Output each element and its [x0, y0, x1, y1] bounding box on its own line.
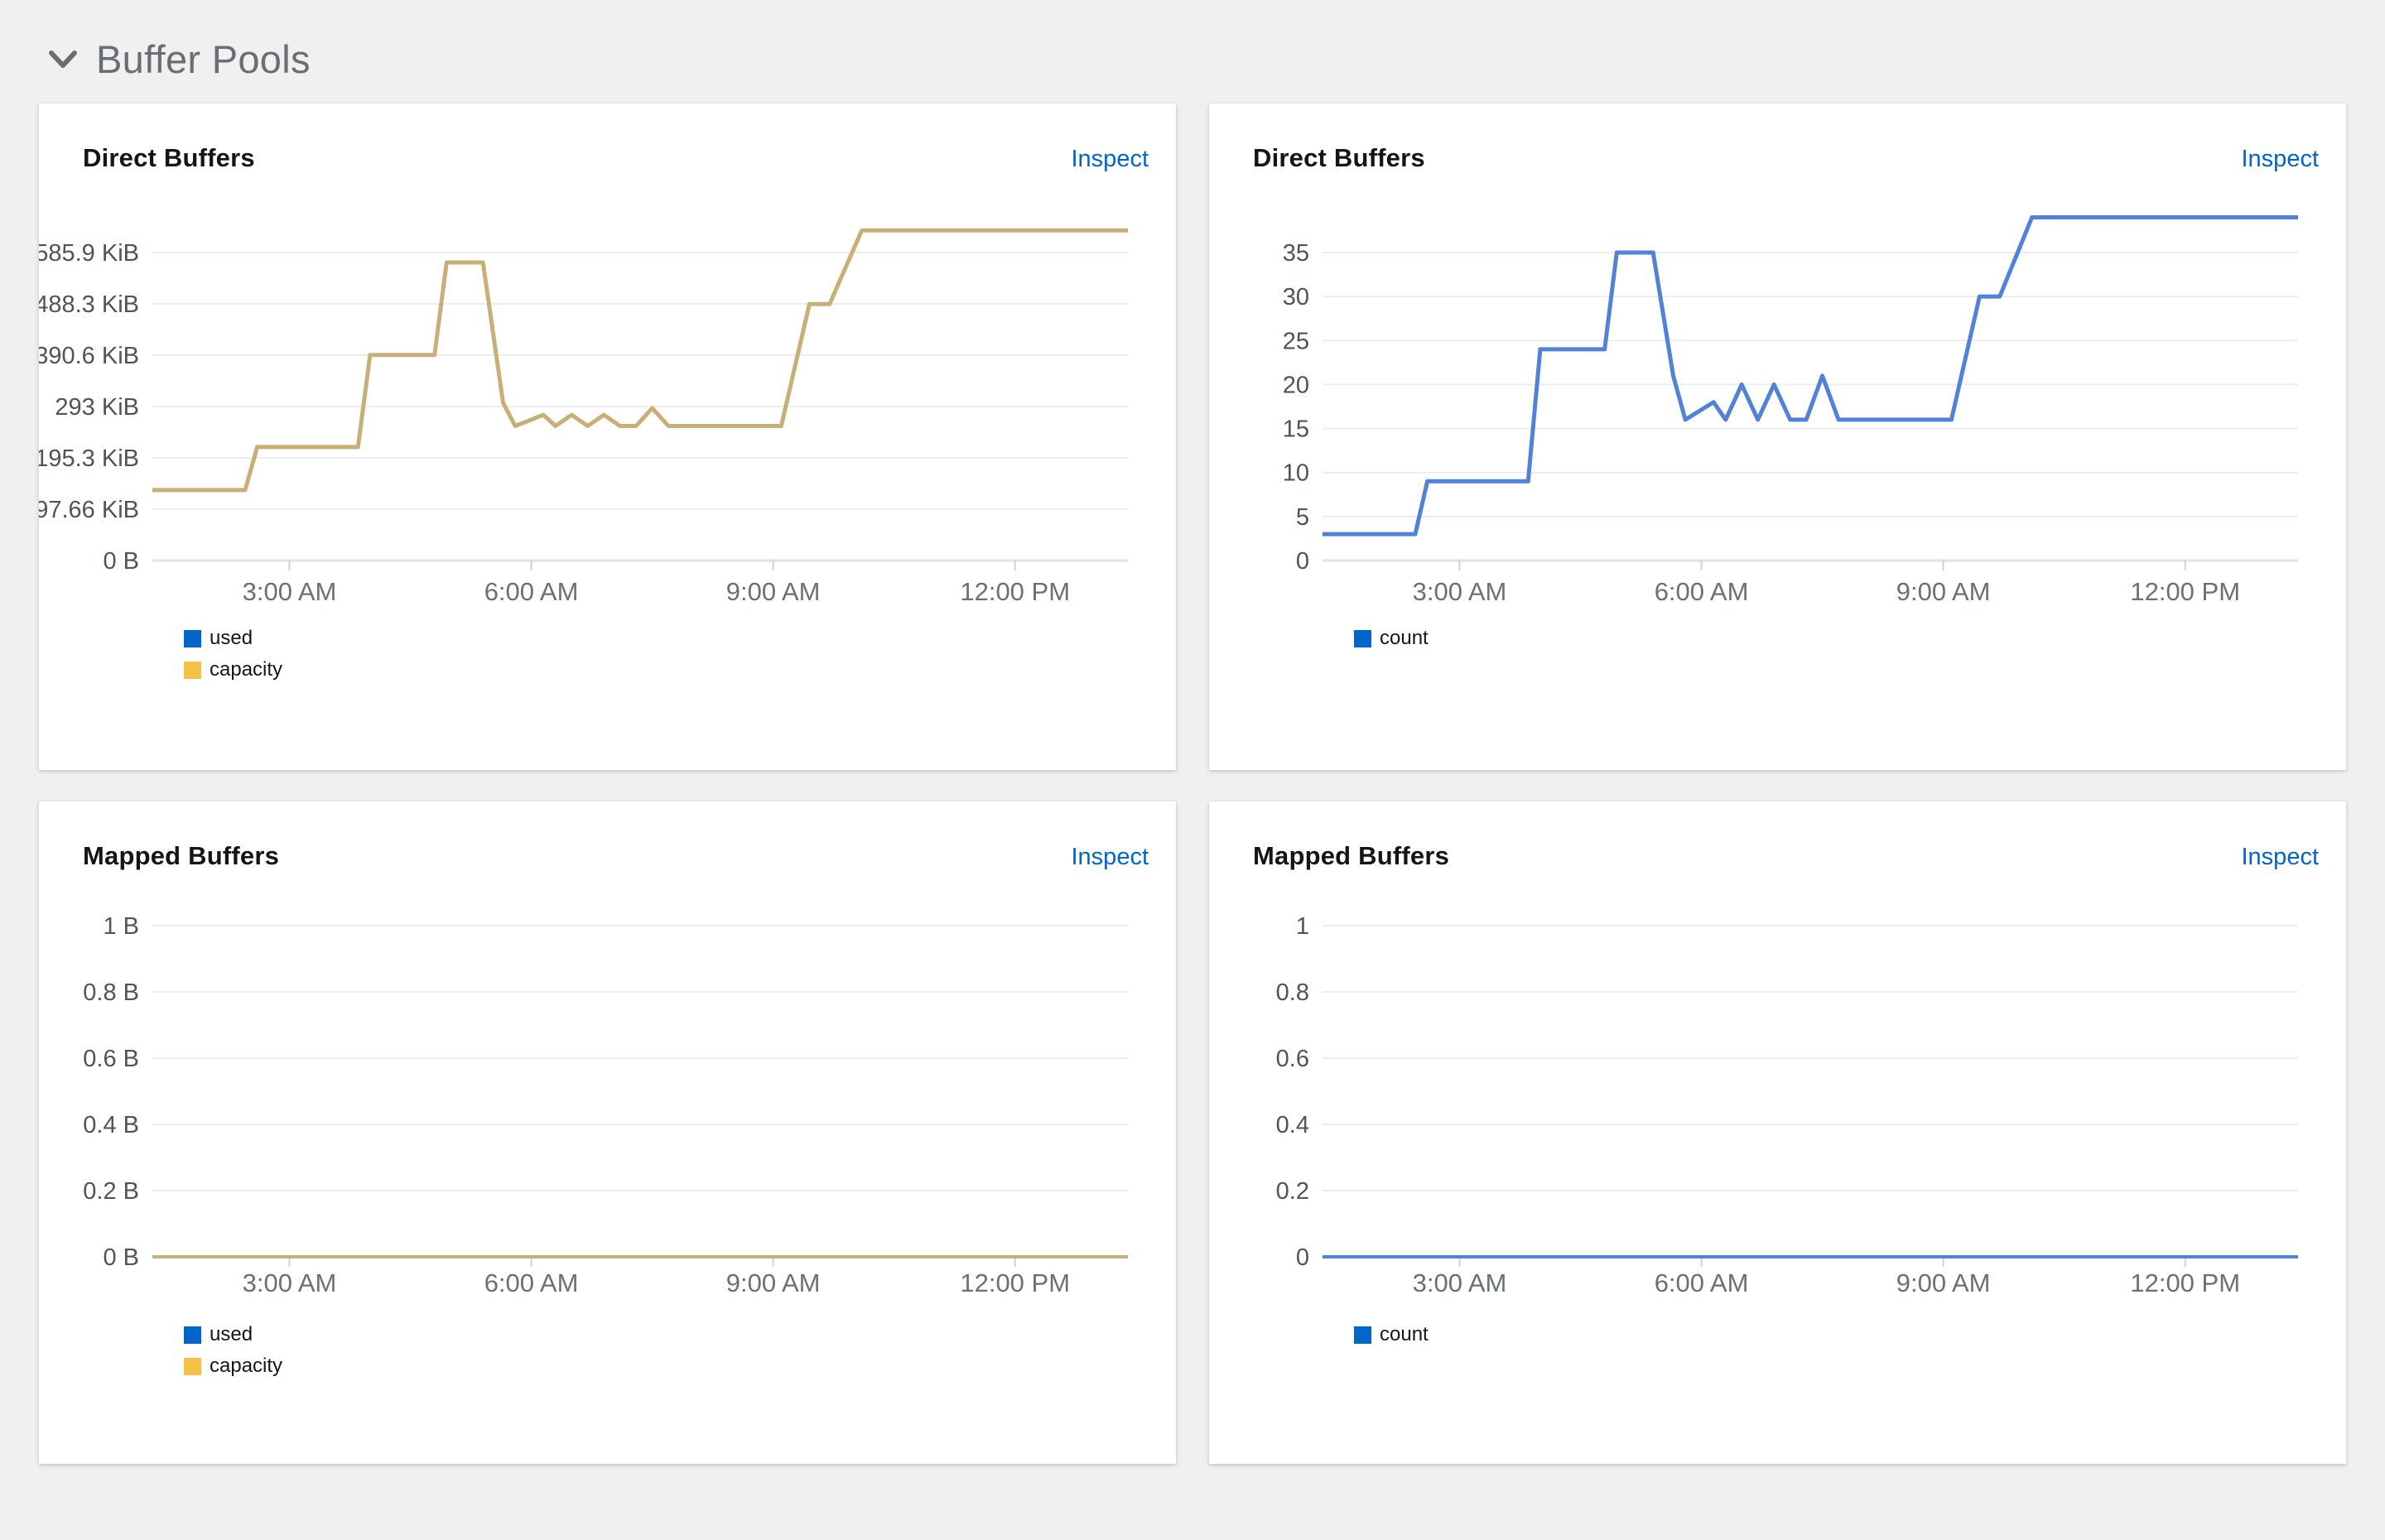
series-line-capacity — [152, 228, 1128, 493]
svg-text:0.2: 0.2 — [1276, 1178, 1309, 1205]
svg-text:35: 35 — [1283, 240, 1309, 267]
chart-title: Direct Buffers — [83, 143, 255, 172]
svg-text:12:00 PM: 12:00 PM — [2130, 577, 2240, 606]
svg-text:6:00 AM: 6:00 AM — [484, 1268, 579, 1297]
legend-label: capacity — [210, 1355, 283, 1377]
legend-swatch — [184, 661, 201, 679]
svg-text:0.8: 0.8 — [1276, 979, 1309, 1006]
svg-text:0.6 B: 0.6 B — [83, 1046, 139, 1072]
svg-text:5: 5 — [1296, 504, 1309, 531]
inspect-link[interactable]: Inspect — [1071, 146, 1149, 172]
chart-canvas: 585.9 KiB 488.3 KiB 390.6 KiB 293 KiB 195.3 … — [39, 228, 1128, 606]
svg-text:293 KiB: 293 KiB — [55, 394, 139, 421]
legend-swatch — [184, 1357, 201, 1375]
svg-text:0.4 B: 0.4 B — [83, 1112, 139, 1138]
svg-text:1: 1 — [1296, 913, 1309, 940]
chart-canvas: 1 0.8 0.6 0.4 0.2 0 3:00 AM 6:00 AM 9:00 AM 12:00… — [1276, 913, 2298, 1297]
svg-text:6:00 AM: 6:00 AM — [1655, 1268, 1749, 1297]
legend-item-capacity: capacity — [184, 1355, 282, 1378]
svg-text:0.4: 0.4 — [1276, 1112, 1309, 1138]
svg-text:390.6 KiB: 390.6 KiB — [39, 343, 139, 369]
chart-title: Direct Buffers — [1253, 143, 1425, 172]
legend-item-count: count — [1354, 1323, 1429, 1346]
svg-text:0 B: 0 B — [103, 548, 139, 575]
svg-text:6:00 AM: 6:00 AM — [484, 577, 579, 606]
svg-text:0.6: 0.6 — [1276, 1046, 1309, 1072]
legend-label: used — [210, 627, 253, 649]
card-mapped-buffers-count: Mapped Buffers Inspect 1 0.8 0.6 0.4 0.2 0 3:0… — [1209, 801, 2346, 1464]
svg-text:10: 10 — [1283, 460, 1309, 487]
chart-title: Mapped Buffers — [1253, 841, 1450, 870]
card-direct-buffers-bytes: Direct Buffers Inspect 585.9 KiB 488.3 Ki… — [39, 103, 1176, 770]
svg-text:3:00 AM: 3:00 AM — [243, 577, 337, 606]
section-title: Buffer Pools — [96, 37, 311, 81]
card-mapped-buffers-bytes: Mapped Buffers Inspect 1 B 0.8 B 0.6 B 0.4 … — [39, 801, 1176, 1464]
chart-legend: count — [1354, 1323, 1429, 1346]
inspect-link[interactable]: Inspect — [2241, 844, 2320, 870]
inspect-link[interactable]: Inspect — [2241, 146, 2320, 172]
chart-title: Mapped Buffers — [83, 841, 280, 870]
svg-text:3:00 AM: 3:00 AM — [1413, 1268, 1507, 1297]
svg-text:6:00 AM: 6:00 AM — [1655, 577, 1749, 606]
card-direct-buffers-count: Direct Buffers Inspect 35 30 25 20 15 10 5 0 3:0… — [1209, 103, 2346, 770]
legend-item-capacity: capacity — [184, 658, 282, 681]
svg-text:12:00 PM: 12:00 PM — [2130, 1268, 2240, 1297]
svg-text:12:00 PM: 12:00 PM — [960, 1268, 1070, 1297]
legend-item-used: used — [184, 627, 282, 650]
chart-canvas: 35 30 25 20 15 10 5 0 3:00 AM 6:00 AM 9:00 AM 12:00… — [1283, 215, 2298, 606]
series-line-count — [1323, 215, 2298, 537]
legend-label: count — [1380, 627, 1429, 649]
svg-text:30: 30 — [1283, 284, 1309, 310]
svg-text:9:00 AM: 9:00 AM — [726, 1268, 821, 1297]
legend-item-used: used — [184, 1323, 282, 1346]
svg-text:25: 25 — [1283, 328, 1309, 354]
legend-swatch — [1354, 629, 1371, 647]
svg-text:9:00 AM: 9:00 AM — [1896, 577, 1991, 606]
chart-legend: used capacity — [184, 1323, 282, 1378]
legend-swatch — [1354, 1326, 1371, 1344]
svg-text:195.3 KiB: 195.3 KiB — [39, 445, 139, 472]
legend-label: count — [1380, 1323, 1429, 1345]
svg-text:3:00 AM: 3:00 AM — [243, 1268, 337, 1297]
chart-legend: used capacity — [184, 627, 282, 681]
svg-text:0 B: 0 B — [103, 1244, 139, 1271]
inspect-link[interactable]: Inspect — [1071, 844, 1149, 870]
svg-text:20: 20 — [1283, 372, 1309, 398]
svg-text:488.3 KiB: 488.3 KiB — [39, 291, 139, 318]
chevron-down-icon — [48, 50, 78, 70]
svg-text:585.9 KiB: 585.9 KiB — [39, 240, 139, 267]
svg-text:0.8 B: 0.8 B — [83, 979, 139, 1006]
legend-item-count: count — [1354, 627, 1429, 650]
svg-text:15: 15 — [1283, 416, 1309, 443]
svg-text:12:00 PM: 12:00 PM — [960, 577, 1070, 606]
svg-text:97.66 KiB: 97.66 KiB — [39, 497, 139, 523]
chart-legend: count — [1354, 627, 1429, 650]
section-toggle-buffer-pools[interactable]: Buffer Pools — [48, 36, 311, 82]
svg-text:0: 0 — [1296, 1244, 1309, 1271]
legend-swatch — [184, 1326, 201, 1344]
svg-text:1 B: 1 B — [103, 913, 139, 940]
chart-grid: Direct Buffers Inspect 585.9 KiB 488.3 Ki… — [39, 103, 2346, 1464]
svg-text:0.2 B: 0.2 B — [83, 1178, 139, 1205]
legend-label: used — [210, 1323, 253, 1345]
legend-swatch — [184, 629, 201, 647]
svg-text:9:00 AM: 9:00 AM — [1896, 1268, 1991, 1297]
svg-text:0: 0 — [1296, 548, 1309, 575]
svg-text:3:00 AM: 3:00 AM — [1413, 577, 1507, 606]
chart-canvas: 1 B 0.8 B 0.6 B 0.4 B 0.2 B 0 B 3:00 AM 6:00 AM… — [83, 913, 1128, 1297]
legend-label: capacity — [210, 658, 283, 681]
svg-text:9:00 AM: 9:00 AM — [726, 577, 821, 606]
